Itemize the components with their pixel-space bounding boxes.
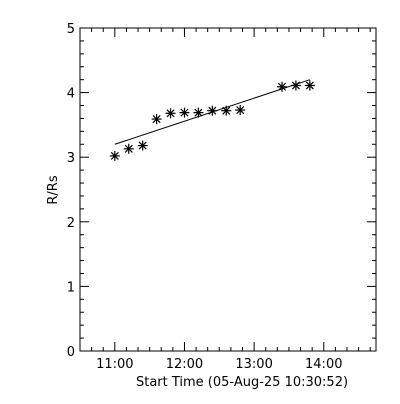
data-point-8 — [207, 105, 218, 116]
y-tick-label-3: 3 — [67, 151, 75, 166]
data-point-5 — [165, 108, 176, 119]
x-tick-label-12:00: 12:00 — [166, 357, 203, 372]
asterisk-stroke — [124, 144, 133, 153]
y-tick-label-4: 4 — [67, 87, 75, 102]
asterisk-stroke — [236, 106, 245, 115]
y-axis-label: R/Rs — [46, 175, 61, 204]
x-axis-label: Start Time (05-Aug-25 10:30:52) — [136, 375, 348, 390]
data-points — [109, 80, 315, 161]
y-tick-label-0: 0 — [67, 345, 75, 360]
data-point-2 — [123, 143, 134, 154]
asterisk-stroke — [305, 81, 314, 90]
x-tick-label-13:00: 13:00 — [235, 357, 272, 372]
asterisk-stroke — [110, 151, 119, 160]
data-point-12 — [290, 80, 301, 91]
data-point-1 — [109, 150, 120, 161]
data-point-9 — [221, 105, 232, 116]
data-point-10 — [235, 105, 246, 116]
asterisk-stroke — [291, 81, 300, 90]
asterisk-stroke — [166, 109, 175, 118]
data-point-11 — [276, 81, 287, 92]
asterisk-stroke — [208, 106, 217, 115]
x-axis-ticks — [79, 28, 371, 351]
asterisk-stroke — [222, 106, 231, 115]
asterisk-stroke — [152, 115, 161, 124]
data-point-13 — [304, 80, 315, 91]
data-point-6 — [179, 107, 190, 118]
data-point-4 — [151, 114, 162, 125]
x-axis-tick-labels: 11:00 12:00 13:00 14:00 — [96, 357, 342, 372]
asterisk-stroke — [194, 108, 203, 117]
y-axis-ticks — [80, 27, 376, 352]
y-axis-tick-labels: 0 1 2 3 4 5 — [67, 22, 75, 360]
x-tick-label-11:00: 11:00 — [96, 357, 133, 372]
asterisk-stroke — [138, 141, 147, 150]
asterisk-stroke — [180, 108, 189, 117]
data-point-3 — [137, 140, 148, 151]
asterisk-stroke — [277, 82, 287, 91]
plot-frame — [79, 27, 377, 352]
y-tick-label-1: 1 — [67, 280, 75, 295]
y-tick-label-2: 2 — [67, 216, 75, 231]
x-tick-label-14:00: 14:00 — [305, 357, 342, 372]
data-point-7 — [193, 107, 204, 118]
y-tick-label-5: 5 — [67, 22, 75, 37]
